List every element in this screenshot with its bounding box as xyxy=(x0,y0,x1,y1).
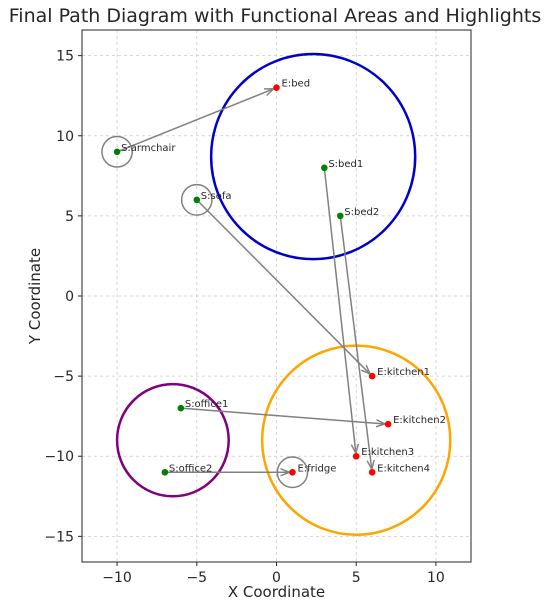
path-arrow xyxy=(323,167,355,452)
y-tick-label: 15 xyxy=(56,49,74,65)
y-axis-label: Y Coordinate xyxy=(26,248,44,345)
end-point xyxy=(384,420,392,428)
start-point xyxy=(321,164,328,172)
end-point-label: E:kitchen2 xyxy=(393,415,446,426)
x-tick-label: 5 xyxy=(352,570,361,586)
highlight-circle xyxy=(180,183,213,216)
path-arrow xyxy=(180,407,384,424)
plot-area: S:armchair S:sofa S:bed1 S:bed2 S:office1 S:o… xyxy=(101,52,452,537)
start-point xyxy=(113,148,121,156)
y-tick-label: 0 xyxy=(65,289,74,305)
end-point xyxy=(352,452,360,460)
y-tick-label: 10 xyxy=(56,129,74,145)
start-point xyxy=(161,468,169,476)
chart-title: Final Path Diagram with Functional Areas… xyxy=(9,5,541,27)
axis-ticks: −10 −5 0 5 10 −15 −10 −5 0 5 10 15 xyxy=(44,49,444,586)
y-tick-label: −15 xyxy=(44,529,74,545)
functional-area-circle xyxy=(115,382,230,498)
end-point-label: E:bed xyxy=(282,79,311,90)
start-point-label: S:office1 xyxy=(185,399,229,410)
end-point xyxy=(368,468,376,476)
grid xyxy=(82,30,471,562)
end-point-label: E:fridge xyxy=(297,463,336,474)
x-axis-label: X Coordinate xyxy=(228,583,325,601)
start-point xyxy=(193,196,201,204)
end-point xyxy=(273,84,280,91)
start-point-label: S:bed2 xyxy=(344,207,379,218)
end-point-label: E:kitchen4 xyxy=(377,463,430,474)
x-tick-label: −5 xyxy=(186,570,207,586)
highlight-circle xyxy=(101,135,133,168)
end-point xyxy=(289,468,296,476)
x-tick-label: −10 xyxy=(102,570,132,586)
path-arrow xyxy=(339,215,371,468)
y-tick-label: 5 xyxy=(65,209,74,225)
end-point xyxy=(368,372,376,380)
x-tick-label: 10 xyxy=(427,570,445,586)
x-tick-label: 0 xyxy=(272,570,281,586)
start-point xyxy=(336,212,344,220)
end-point-label: E:kitchen3 xyxy=(361,447,414,458)
start-point xyxy=(177,404,185,412)
functional-area-circle xyxy=(209,52,417,261)
path-arrow xyxy=(196,199,370,373)
start-point-label: S:armchair xyxy=(121,143,176,154)
path-arrow xyxy=(116,89,273,153)
start-point-label: S:bed1 xyxy=(328,159,363,170)
y-tick-label: −10 xyxy=(44,449,74,465)
end-point-label: E:kitchen1 xyxy=(377,367,430,378)
start-point-label: S:sofa xyxy=(201,191,232,202)
start-point-label: S:office2 xyxy=(169,463,213,474)
y-tick-label: −5 xyxy=(53,369,74,385)
